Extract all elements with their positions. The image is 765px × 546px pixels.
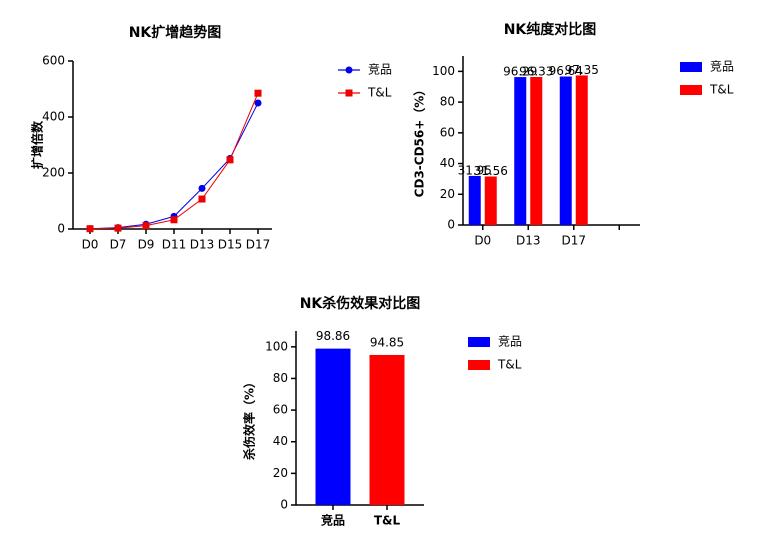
- y-tick-label: 40: [273, 434, 288, 448]
- y-tick-label: 80: [440, 95, 455, 109]
- x-tick-label: D7: [110, 238, 127, 252]
- chart-title: NK扩增趋势图: [129, 24, 222, 41]
- x-tick-label: D13: [516, 234, 541, 248]
- legend-swatch: [680, 85, 702, 95]
- y-tick-label: 600: [42, 54, 65, 68]
- value-label: 96.29: [503, 65, 537, 79]
- point: [198, 195, 206, 203]
- y-tick-label: 0: [447, 218, 455, 232]
- bar: [530, 77, 543, 225]
- bar: [484, 176, 497, 225]
- point: [86, 225, 94, 233]
- x-tick-label: D0: [474, 234, 491, 248]
- chart-title: NK纯度对比图: [504, 21, 597, 38]
- point: [254, 99, 262, 107]
- y-tick-label: 40: [440, 156, 455, 170]
- legend-swatch: [468, 360, 490, 370]
- y-axis-label: 杀伤效率（%）: [242, 376, 257, 460]
- point: [254, 89, 262, 97]
- value-label: 96.33: [519, 65, 553, 79]
- value-label: 96.64: [549, 64, 583, 78]
- y-tick-label: 400: [42, 110, 65, 124]
- value-label: 97.35: [565, 63, 599, 77]
- chart-title: NK杀伤效果对比图: [300, 295, 421, 312]
- legend-swatch: [680, 62, 702, 72]
- point: [198, 184, 206, 192]
- y-tick-label: 80: [273, 371, 288, 385]
- legend-label: T&L: [367, 86, 392, 100]
- legend-label: T&L: [497, 358, 522, 372]
- x-tick-label: T&L: [374, 514, 401, 528]
- x-tick-label: D11: [162, 238, 187, 252]
- y-axis-label: CD3-CD56+（%）: [412, 84, 427, 198]
- point: [170, 216, 178, 224]
- legend-marker: [345, 89, 353, 97]
- y-axis-label: 扩增倍数: [30, 120, 45, 169]
- x-tick-label: D17: [561, 234, 586, 248]
- x-tick-label: 竞品: [321, 513, 345, 528]
- point: [142, 222, 150, 230]
- y-tick-label: 20: [440, 187, 455, 201]
- y-tick-label: 200: [42, 166, 65, 180]
- x-tick-label: D17: [246, 238, 271, 252]
- bar: [369, 354, 405, 505]
- y-tick-label: 60: [273, 403, 288, 417]
- value-label: 98.86: [316, 329, 350, 343]
- y-tick-label: 100: [432, 64, 455, 78]
- value-label: 31.56: [474, 164, 508, 178]
- series-line: [89, 102, 259, 230]
- bar: [315, 348, 351, 505]
- x-tick-label: D9: [138, 238, 155, 252]
- point: [226, 156, 234, 164]
- point: [114, 224, 122, 232]
- bar: [514, 77, 527, 226]
- legend-label: 竞品: [498, 335, 522, 349]
- legend-label: 竞品: [368, 63, 392, 77]
- y-tick-label: 100: [265, 339, 288, 353]
- y-tick-label: 60: [440, 125, 455, 139]
- x-tick-label: D13: [190, 238, 215, 252]
- legend-marker: [345, 66, 353, 74]
- legend-swatch: [468, 337, 490, 347]
- value-label: 94.85: [370, 335, 404, 349]
- bar: [575, 75, 588, 225]
- x-tick-label: D0: [82, 238, 99, 252]
- y-tick-label: 0: [280, 498, 288, 512]
- value-label: 31.95: [458, 163, 492, 177]
- y-tick-label: 0: [57, 222, 65, 236]
- bar: [559, 76, 572, 225]
- legend-label: 竞品: [710, 60, 734, 74]
- legend-label: T&L: [709, 83, 734, 97]
- x-tick-label: D15: [218, 238, 243, 252]
- bar: [468, 175, 481, 225]
- y-tick-label: 20: [273, 466, 288, 480]
